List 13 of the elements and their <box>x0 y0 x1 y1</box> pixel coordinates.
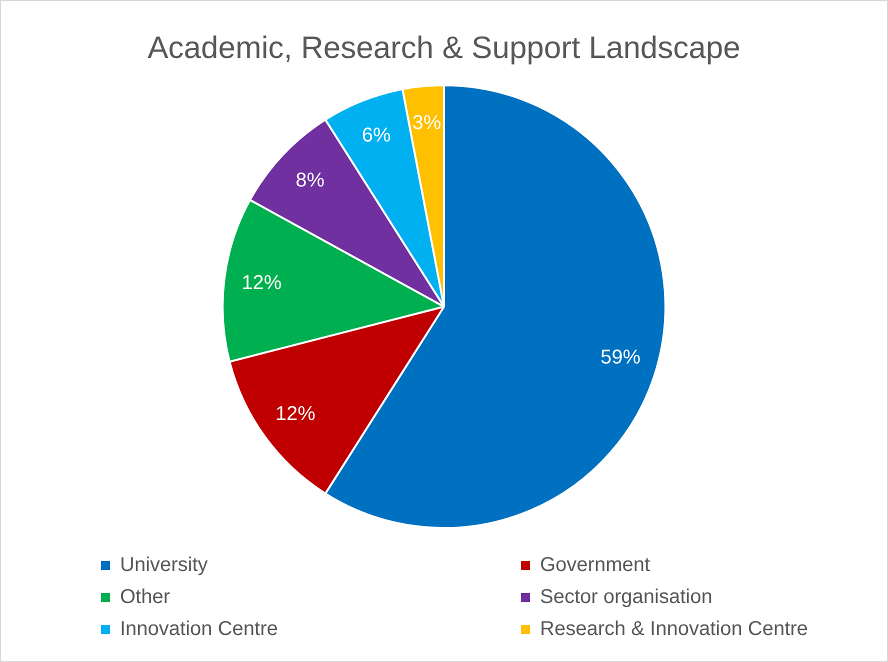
data-label: 6% <box>362 124 392 146</box>
legend-label: Other <box>120 586 170 609</box>
legend-label: Sector organisation <box>540 586 712 609</box>
data-label: 59% <box>600 346 641 368</box>
data-label: 8% <box>296 169 325 192</box>
legend-label: Research & Innovation Centre <box>540 618 808 641</box>
legend-label: Government <box>540 554 650 577</box>
legend-label: University <box>120 554 208 577</box>
legend-label: Innovation Centre <box>120 618 278 641</box>
data-label: 3% <box>412 112 442 134</box>
data-label: 12% <box>242 272 282 294</box>
chart-title: Academic, Research & Support Landscape <box>148 30 740 66</box>
data-label: 12% <box>275 403 316 426</box>
